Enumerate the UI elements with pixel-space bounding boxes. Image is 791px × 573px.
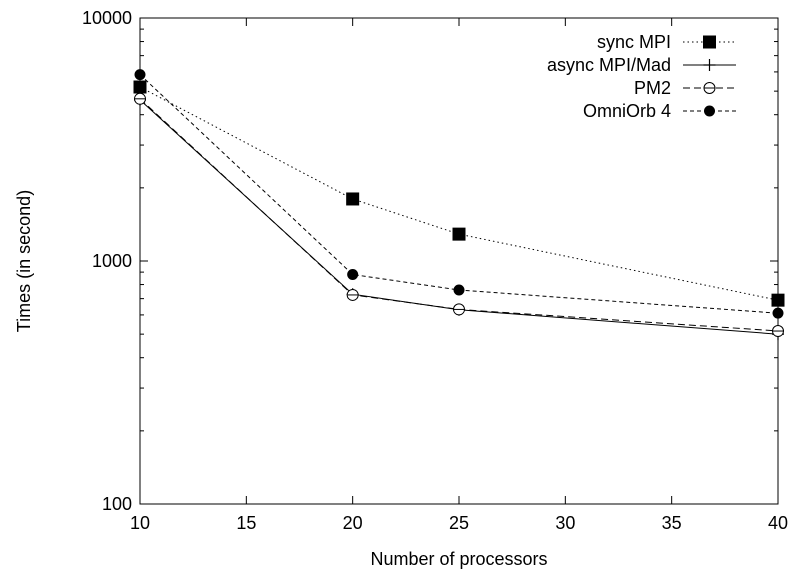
series-line-3 [139, 74, 779, 314]
y-tick-label: 1000 [92, 251, 132, 271]
marker-filled-circle [704, 105, 715, 117]
marker-square [703, 35, 716, 49]
axis-ticks [139, 17, 779, 505]
x-tick-label: 30 [555, 513, 575, 533]
marker-filled-circle [134, 69, 146, 81]
marker-filled-circle [453, 284, 465, 296]
x-tick-label: 40 [768, 513, 788, 533]
legend-label-3: OmniOrb 4 [583, 101, 671, 121]
series-line-1 [139, 99, 779, 335]
series-line-2 [139, 98, 779, 332]
marker-square [771, 293, 785, 307]
y-tick-label: 10000 [82, 8, 132, 28]
legend-label-1: async MPI/Mad [547, 55, 671, 75]
y-tick-label: 100 [102, 494, 132, 514]
x-tick-label: 15 [236, 513, 256, 533]
x-tick-label: 25 [449, 513, 469, 533]
x-axis-label: Number of processors [370, 549, 547, 569]
x-tick-label: 20 [343, 513, 363, 533]
x-tick-label: 35 [662, 513, 682, 533]
series-markers [133, 69, 785, 341]
legend-label-2: PM2 [634, 78, 671, 98]
x-tick-label: 10 [130, 513, 150, 533]
legend: sync MPI async MPI/Mad PM2 OmniOrb 4 [547, 32, 736, 121]
marker-plus [703, 59, 716, 71]
axis-tick-labels: 10 15 20 25 30 35 40 100 1000 10000 [82, 8, 788, 533]
legend-label-0: sync MPI [597, 32, 671, 52]
marker-square [346, 192, 360, 206]
plot-frame [139, 17, 779, 505]
series-line-0 [139, 86, 779, 301]
marker-square [452, 227, 466, 241]
marker-filled-circle [772, 307, 784, 319]
y-axis-label: Times (in second) [14, 190, 34, 332]
series-lines [139, 74, 779, 335]
marker-filled-circle [347, 268, 359, 280]
marker-square [133, 80, 147, 94]
